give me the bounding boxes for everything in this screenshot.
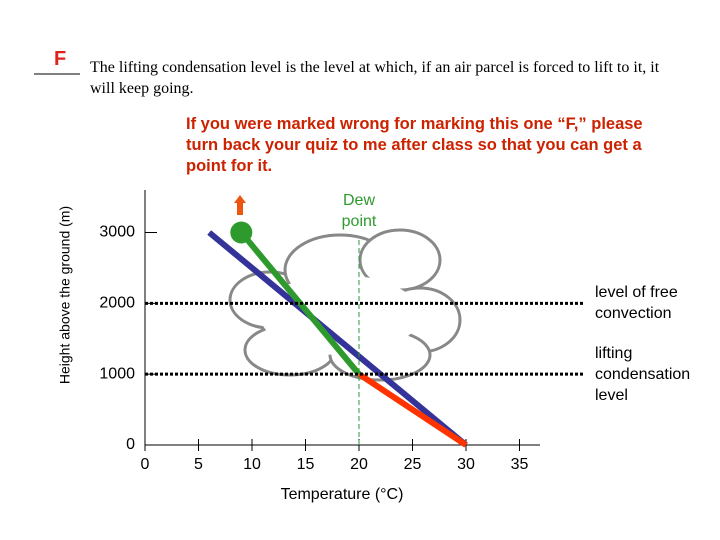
cloud [228, 228, 462, 382]
x-tick-label: 5 [194, 456, 203, 473]
note: If you were marked wrong for marking thi… [186, 115, 643, 175]
series-line [357, 371, 468, 448]
x-tick-label: 30 [457, 456, 475, 473]
statement: The lifting condensation level is the le… [90, 59, 660, 97]
x-tick-label: 15 [297, 456, 315, 473]
y-tick-label: 0 [126, 436, 135, 453]
rising-arrow [234, 195, 246, 215]
parcel-marker [230, 221, 253, 244]
x-axis-title: Temperature (°C) [281, 486, 404, 503]
x-tick-label: 25 [404, 456, 422, 473]
y-axis-title: Height above the ground (m) [57, 206, 73, 384]
x-tick-label: 20 [350, 456, 368, 473]
x-tick-label: 35 [511, 456, 529, 473]
annotation: Dew point [341, 192, 377, 230]
y-tick-label: 3000 [99, 224, 135, 241]
series-line [207, 230, 468, 448]
annotation: lifting condensation level [595, 344, 691, 404]
y-tick-label: 2000 [99, 295, 135, 312]
x-tick-label: 10 [243, 456, 261, 473]
y-tick-label: 1000 [99, 365, 135, 382]
x-tick-label: 0 [141, 456, 150, 473]
annotation: level of free convection [595, 284, 678, 323]
answer: F [54, 48, 67, 70]
